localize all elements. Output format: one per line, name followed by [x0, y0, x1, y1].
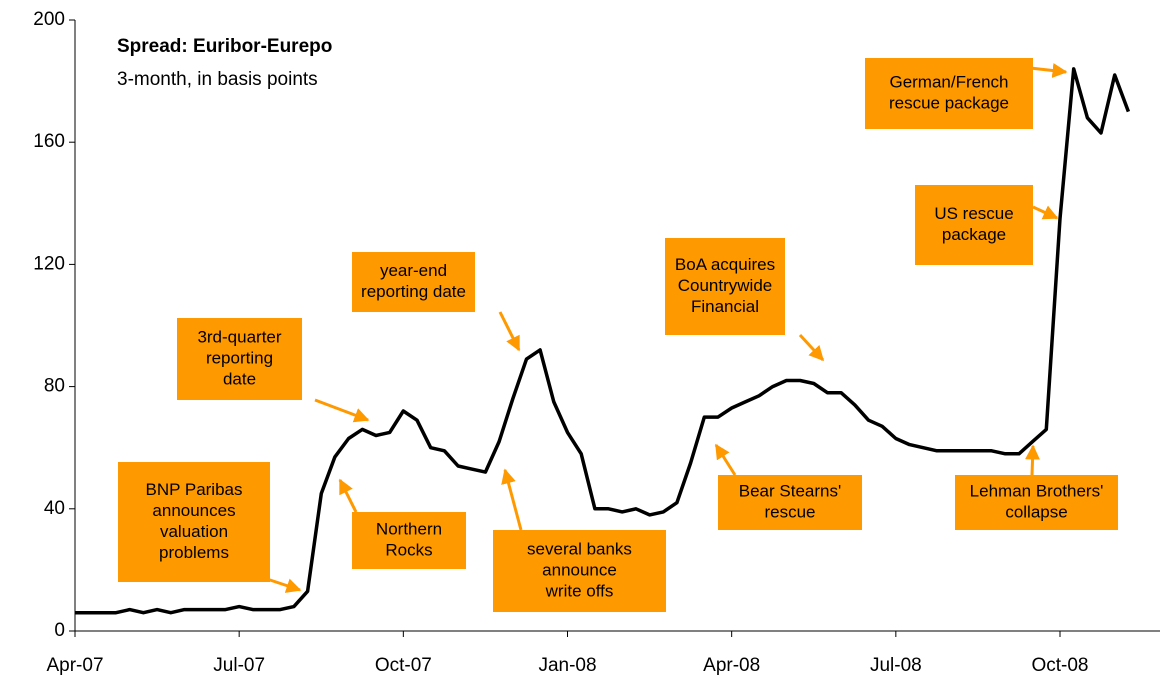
x-tick-label: Jan-08 [538, 655, 596, 676]
annotation-box [665, 238, 785, 335]
annotation-box [955, 475, 1118, 530]
annotation-arrow [1032, 205, 1059, 220]
annotation-text: date [223, 369, 256, 388]
data-line [75, 67, 1131, 615]
annotation-box [352, 252, 475, 312]
annotation-box [118, 462, 270, 582]
annotation-text: BoA acquires [675, 255, 775, 274]
annotation-arrow [1025, 444, 1041, 476]
y-tick-label: 40 [44, 498, 65, 519]
annotation-text: valuation [160, 522, 228, 541]
y-tick-label: 200 [33, 9, 65, 30]
annotation-arrow [798, 333, 825, 362]
annotation-text: year-end [380, 261, 447, 280]
annotation-text: Northern [376, 519, 442, 538]
annotation-text: US rescue [934, 204, 1013, 223]
annotation-box [493, 530, 666, 612]
annotation-arrow [501, 468, 523, 531]
annotation-box [177, 318, 302, 400]
annotation-arrow [714, 443, 737, 476]
annotation-text: several banks [527, 539, 632, 558]
annotation-text: reporting date [361, 282, 466, 301]
annotation-box [915, 185, 1033, 265]
annotation-text: Bear Stearns' [739, 481, 841, 500]
annotation-text: Financial [691, 297, 759, 316]
x-tick-label: Apr-08 [703, 655, 760, 676]
chart-title: Spread: Euribor-Eurepo [117, 36, 332, 57]
annotation-text: 3rd-quarter [197, 327, 281, 346]
annotation-text: rescue [764, 502, 815, 521]
annotation-box [865, 58, 1033, 129]
x-tick-label: Jul-08 [870, 655, 922, 676]
annotation-box [718, 475, 862, 530]
annotation-text: reporting [206, 348, 273, 367]
annotation-text: problems [159, 543, 229, 562]
annotation-arrow [338, 478, 358, 513]
annotation-text: announces [152, 501, 235, 520]
annotation-text: Lehman Brothers' [970, 481, 1104, 500]
annotation-arrow [1029, 63, 1068, 78]
annotation-text: rescue package [889, 93, 1009, 112]
y-tick-label: 80 [44, 376, 65, 397]
chart-subtitle: 3-month, in basis points [117, 69, 318, 90]
annotation-text: collapse [1005, 502, 1067, 521]
annotation-text: German/French [889, 72, 1008, 91]
y-tick-label: 0 [54, 620, 65, 641]
annotation-text: package [942, 225, 1006, 244]
annotation-text: Countrywide [678, 276, 773, 295]
annotation-text: BNP Paribas [145, 480, 242, 499]
x-tick-label: Oct-08 [1031, 655, 1088, 676]
annotation-arrow [498, 311, 521, 352]
annotation-arrow [263, 576, 302, 593]
annotation-text: announce [542, 560, 617, 579]
x-tick-label: Jul-07 [213, 655, 265, 676]
x-tick-label: Apr-07 [46, 655, 103, 676]
annotation-arrow [314, 398, 370, 423]
y-tick-label: 160 [33, 131, 65, 152]
x-tick-label: Oct-07 [375, 655, 432, 676]
annotation-box [352, 512, 466, 569]
annotation-text: Rocks [385, 540, 432, 559]
annotation-text: write offs [545, 581, 614, 600]
y-tick-label: 120 [33, 253, 65, 274]
